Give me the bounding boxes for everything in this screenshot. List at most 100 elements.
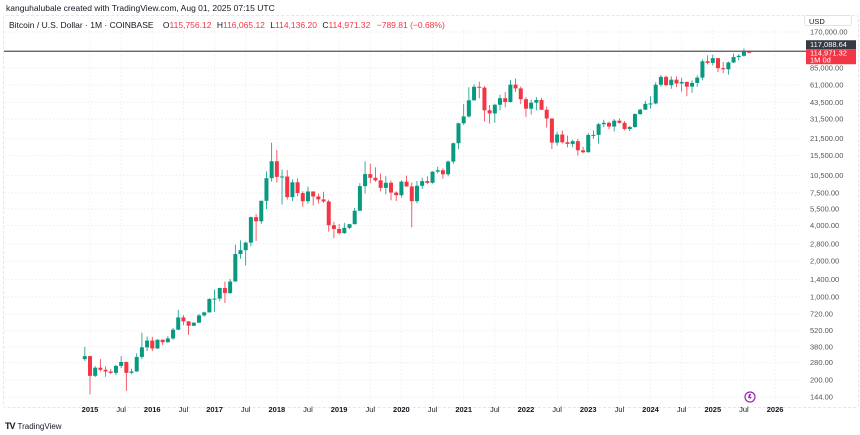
time-tick-label: Jul xyxy=(552,405,562,414)
candle-body xyxy=(555,134,560,143)
candle-body xyxy=(565,142,570,144)
high-value: 116,065.12 xyxy=(222,20,265,30)
price-tick-label: 61,000.00 xyxy=(810,80,843,89)
candle-body xyxy=(586,134,591,153)
candle-body xyxy=(181,317,186,322)
candle-body xyxy=(684,81,689,87)
price-tick-label: 31,500.00 xyxy=(810,114,843,123)
time-tick-label: 2025 xyxy=(704,405,721,414)
candle-body xyxy=(492,104,497,114)
price-tick-label: 21,500.00 xyxy=(810,134,843,143)
candle-body xyxy=(394,192,399,196)
candle-body xyxy=(503,98,508,102)
events-icon[interactable] xyxy=(744,391,756,403)
candle-body xyxy=(134,356,139,372)
time-tick-label: Jul xyxy=(365,405,375,414)
candle-body xyxy=(280,176,285,178)
line-price-text: 117,088.64 xyxy=(810,40,847,49)
time-tick-label: 2015 xyxy=(82,405,99,414)
candle-body xyxy=(337,228,342,234)
candle-body xyxy=(389,182,394,193)
time-tick-label: Jul xyxy=(615,405,625,414)
candle-body xyxy=(513,84,518,89)
low-value: 114,136.20 xyxy=(275,20,317,30)
candle-body xyxy=(461,116,466,124)
candle-body xyxy=(420,181,425,186)
price-axis: 170,000.00 85,000.00 61,000.00 43,500.00 31,… xyxy=(810,27,848,401)
candle-body xyxy=(254,217,259,222)
candle-body xyxy=(695,77,700,83)
candle-body xyxy=(705,61,710,63)
candle-body xyxy=(731,57,736,63)
candle-body xyxy=(196,315,201,323)
time-tick-label: Jul xyxy=(739,405,749,414)
candle-body xyxy=(269,161,274,179)
candle-body xyxy=(570,141,575,144)
last-price-text: 114,971.32 xyxy=(810,49,847,58)
candle-body xyxy=(217,288,222,299)
candle-body xyxy=(664,76,669,86)
candle-body xyxy=(171,329,176,339)
last-price-label: 114,971.32 1M 0d xyxy=(806,49,856,65)
price-tick-label: 720.00 xyxy=(810,309,833,318)
price-tick-label: 4,000.00 xyxy=(810,221,839,230)
candle-body xyxy=(591,134,596,136)
price-tick-label: 5,500.00 xyxy=(810,205,839,214)
time-tick-label: Jul xyxy=(241,405,251,414)
candle-body xyxy=(373,177,378,181)
candle-body xyxy=(248,217,253,243)
candle-body xyxy=(264,178,269,201)
candle-body xyxy=(482,87,487,111)
price-tick-label: 7,500.00 xyxy=(810,189,839,198)
time-tick-label: Jul xyxy=(116,405,126,414)
candle-body xyxy=(321,199,326,202)
time-axis: 2015 Jul 2016 Jul 2017 Jul 2018 Jul 2019 Jul 2020 J… xyxy=(82,405,784,414)
line-price-label: 117,088.64 xyxy=(806,40,856,50)
candle-body xyxy=(103,369,108,372)
price-tick-label: 2,800.00 xyxy=(810,239,839,248)
candle-body xyxy=(150,340,155,349)
price-tick-label: 1,400.00 xyxy=(810,275,839,284)
price-tick-label: 144.00 xyxy=(810,393,833,402)
price-tick-label: 2,000.00 xyxy=(810,257,839,266)
candle-body xyxy=(741,51,746,56)
candle-body xyxy=(212,298,217,300)
candle-body xyxy=(176,317,181,330)
price-tick-label: 85,000.00 xyxy=(810,63,843,72)
candle-body xyxy=(544,109,549,119)
time-tick-label: 2016 xyxy=(144,405,161,414)
candle-body xyxy=(233,254,238,282)
change-value: −789.81 (−0.68%) xyxy=(376,20,445,30)
candle-body xyxy=(669,79,674,86)
candle-body xyxy=(259,200,264,222)
candle-body xyxy=(446,161,451,175)
candle-body xyxy=(409,186,414,202)
symbol-name[interactable]: Bitcoin / U.S. Dollar · 1M · COINBASE xyxy=(9,20,154,30)
currency-button[interactable]: USD xyxy=(804,15,852,26)
candle-body xyxy=(347,224,352,228)
candle-body xyxy=(472,86,477,101)
candle-body xyxy=(627,126,632,130)
candle-body xyxy=(207,298,212,313)
candle-body xyxy=(285,176,290,198)
candle-body xyxy=(466,100,471,117)
candle-body xyxy=(378,180,383,188)
candle-body xyxy=(523,99,528,109)
candle-body xyxy=(311,191,316,197)
tradingview-logo[interactable]: TV TradingView xyxy=(5,421,62,431)
candle-body xyxy=(690,82,695,87)
candle-body xyxy=(352,210,357,225)
brand-name: TradingView xyxy=(17,421,62,431)
symbol-legend: Bitcoin / U.S. Dollar · 1M · COINBASE O1… xyxy=(9,20,445,30)
candle-body xyxy=(274,161,279,177)
candle-body xyxy=(160,339,165,343)
price-tick-label: 1,000.00 xyxy=(810,293,839,302)
candle-body xyxy=(529,102,534,109)
candle-body xyxy=(82,356,87,360)
candle-body xyxy=(498,98,503,105)
candle-body xyxy=(139,347,144,357)
candle-body xyxy=(674,79,679,84)
candle-body xyxy=(155,339,160,349)
candle-body xyxy=(124,361,129,373)
